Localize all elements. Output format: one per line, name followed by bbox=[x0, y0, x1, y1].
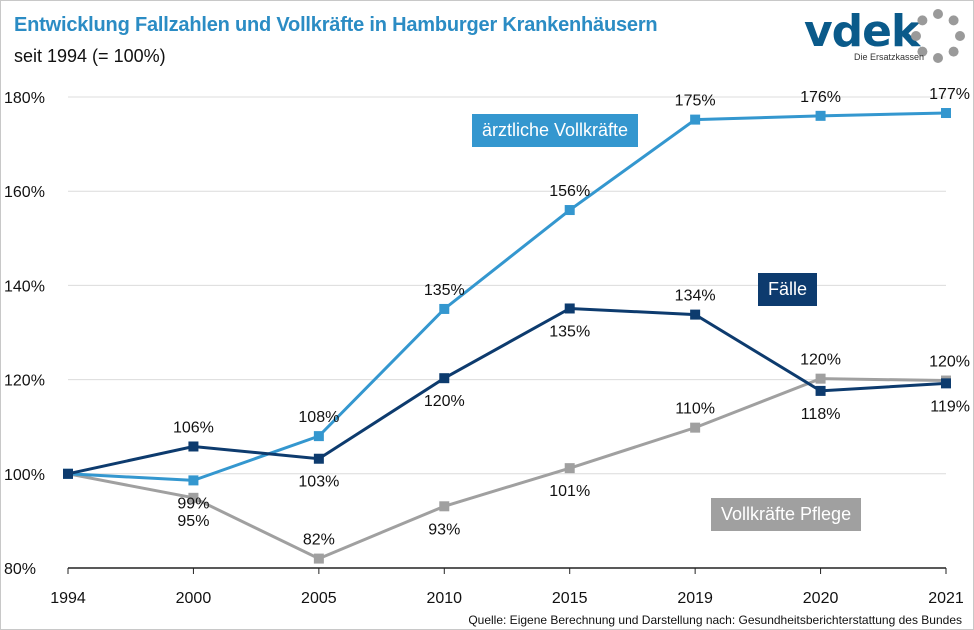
data-point bbox=[941, 108, 951, 119]
y-tick-label: 100% bbox=[4, 467, 45, 484]
data-point bbox=[188, 441, 199, 452]
data-label: 135% bbox=[549, 323, 590, 340]
x-tick-label: 2010 bbox=[426, 590, 462, 607]
y-axis-ticks: 80% 100% 120% 140% 160% 180% bbox=[4, 90, 45, 578]
y-tick-label: 180% bbox=[4, 90, 45, 107]
x-tick-label: 1994 bbox=[50, 590, 86, 607]
data-point bbox=[815, 385, 826, 396]
legend-box-vollkraefte-pflege: Vollkräfte Pflege bbox=[711, 498, 862, 531]
data-label: 120% bbox=[800, 352, 841, 369]
data-point bbox=[564, 463, 575, 474]
data-label: 103% bbox=[298, 474, 339, 491]
x-tick-label: 2005 bbox=[301, 590, 337, 607]
data-point bbox=[690, 422, 701, 433]
y-tick-label: 140% bbox=[4, 278, 45, 295]
data-point bbox=[188, 475, 199, 486]
legend-box-faelle: Fälle bbox=[758, 273, 818, 306]
data-point bbox=[439, 373, 450, 384]
vdek-logo: vdek Die Ersatzkassen bbox=[800, 6, 970, 68]
y-tick-label: 160% bbox=[4, 184, 45, 201]
data-label: 156% bbox=[549, 183, 590, 200]
data-label: 108% bbox=[298, 409, 339, 426]
source-note: Quelle: Eigene Berechnung und Darstellun… bbox=[468, 613, 962, 627]
data-label: 119% bbox=[930, 398, 970, 415]
data-label: 106% bbox=[173, 419, 214, 436]
data-label: 175% bbox=[675, 93, 716, 110]
data-label: 134% bbox=[675, 288, 716, 305]
x-tick-label: 2021 bbox=[928, 590, 964, 607]
x-tick-label: 2000 bbox=[176, 590, 212, 607]
data-point bbox=[941, 378, 951, 389]
data-label: 110% bbox=[675, 401, 715, 418]
data-label: 120% bbox=[929, 354, 970, 371]
series-line bbox=[67, 111, 947, 482]
series-lines bbox=[63, 108, 951, 564]
data-labels: 99% 108% 135% 156% 175% 176% 177% 106% 103% 120% 1… bbox=[173, 86, 970, 549]
data-point bbox=[690, 114, 701, 125]
y-tick-label: 120% bbox=[4, 373, 45, 390]
chart-subtitle: seit 1994 (= 100%) bbox=[14, 46, 166, 66]
x-tick-label: 2020 bbox=[803, 590, 839, 607]
data-point bbox=[188, 492, 199, 503]
data-point bbox=[439, 501, 450, 512]
data-label: 101% bbox=[549, 483, 590, 500]
data-point bbox=[63, 468, 73, 479]
data-point bbox=[313, 453, 324, 464]
data-point bbox=[313, 553, 324, 564]
logo-text: vdek bbox=[804, 6, 920, 57]
data-point bbox=[313, 431, 324, 442]
data-label: 176% bbox=[800, 89, 841, 106]
data-label: 177% bbox=[929, 86, 970, 103]
logo-subtext: Die Ersatzkassen bbox=[854, 52, 925, 62]
data-label: 120% bbox=[424, 393, 465, 410]
data-point bbox=[564, 303, 575, 314]
data-label: 135% bbox=[424, 282, 465, 299]
x-axis: 1994 2000 2005 2010 2015 2019 2020 2021 bbox=[50, 568, 964, 607]
data-label: 99% bbox=[177, 495, 209, 512]
data-label: 118% bbox=[801, 406, 841, 423]
data-point bbox=[815, 110, 826, 121]
legend-box-aerztliche-vollkraefte: ärztliche Vollkräfte bbox=[472, 114, 639, 147]
data-label: 93% bbox=[428, 521, 460, 538]
series-line bbox=[67, 306, 947, 476]
logo-ring-icon bbox=[911, 9, 965, 63]
data-point bbox=[439, 303, 450, 314]
y-tick-label: 80% bbox=[4, 561, 36, 578]
data-point bbox=[564, 205, 575, 216]
series-line bbox=[67, 377, 947, 561]
data-point bbox=[690, 309, 701, 320]
data-label: 82% bbox=[303, 532, 335, 549]
chart-title: Entwicklung Fallzahlen und Vollkräfte in… bbox=[14, 14, 658, 36]
x-tick-label: 2015 bbox=[552, 590, 588, 607]
data-point bbox=[815, 373, 826, 384]
x-tick-label: 2019 bbox=[677, 590, 713, 607]
data-label: 95% bbox=[177, 513, 209, 530]
